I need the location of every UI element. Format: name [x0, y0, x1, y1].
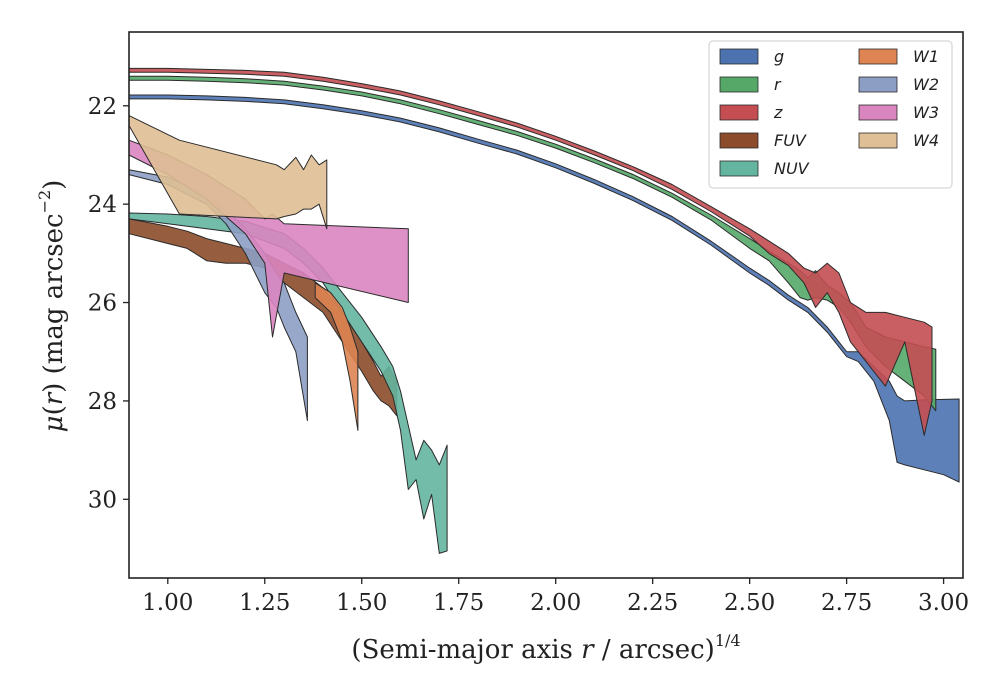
legend-swatch: [858, 132, 898, 149]
x-tick-label: 3.00: [918, 590, 969, 616]
legend-entry-w3: W3: [858, 103, 939, 122]
legend-swatch: [719, 104, 759, 121]
x-tick-label: 2.75: [821, 590, 872, 616]
y-axis-label: μ(r) (mag arcsec−2): [35, 180, 69, 433]
x-tick-label: 2.25: [627, 590, 678, 616]
legend-entry-w1: W1: [858, 47, 939, 66]
legend-swatch: [719, 132, 759, 149]
x-axis-label-unit: / arcsec): [594, 635, 715, 665]
legend-swatch: [719, 160, 759, 177]
band-r: [128, 75, 937, 412]
x-tick-label: 1.50: [336, 590, 387, 616]
band-z: [128, 67, 933, 436]
legend-entry-z: z: [719, 103, 783, 122]
legend-label: g: [774, 47, 784, 66]
legend-entry-nuv: NUV: [719, 159, 810, 178]
legend-entry-fuv: FUV: [719, 131, 807, 150]
y-axis-label-end: ): [39, 180, 69, 190]
x-axis-label-exponent: 1/4: [715, 631, 741, 650]
x-axis-label-variable: r: [581, 635, 595, 665]
legend-entry-r: r: [719, 75, 782, 94]
band-w4: [128, 115, 328, 230]
legend-entry-g: g: [719, 47, 784, 66]
y-axis-label-variable: r: [39, 391, 69, 405]
x-tick-label: 2.00: [530, 590, 581, 616]
legend-label: W2: [913, 75, 939, 94]
y-axis-label-close: ): [39, 383, 69, 393]
legend-label: W1: [913, 47, 939, 66]
legend-swatch: [858, 48, 898, 65]
legend-label: z: [773, 103, 783, 122]
legend-label: W3: [913, 103, 939, 122]
y-axis-label-unit: (mag arcsec: [39, 213, 69, 382]
y-axis-label-open: (: [39, 405, 69, 415]
y-axis-label-mu: μ: [39, 415, 69, 432]
legend-entry-w2: W2: [858, 75, 939, 94]
x-tick-label: 2.50: [724, 590, 775, 616]
y-tick-label: 26: [88, 291, 117, 317]
legend-label: W4: [913, 131, 939, 150]
legend-swatch: [719, 48, 759, 65]
y-tick-label: 28: [88, 389, 117, 415]
legend-swatch: [858, 104, 898, 121]
legend-label: FUV: [774, 131, 807, 150]
x-tick-label: 1.00: [142, 590, 193, 616]
legend-entry-w4: W4: [858, 131, 939, 150]
x-axis-label-prefix: (Semi-major axis: [351, 635, 581, 665]
legend-label: NUV: [774, 159, 810, 178]
x-axis-ticks: 1.00 1.25 1.50 1.75 2.00 2.25 2.50 2.75 3.00: [142, 578, 969, 616]
x-tick-label: 1.25: [239, 590, 290, 616]
series-bands: [128, 67, 960, 554]
y-tick-label: 30: [88, 487, 117, 513]
y-tick-label: 22: [88, 94, 117, 120]
legend-swatch: [719, 76, 759, 93]
legend-swatch: [858, 76, 898, 93]
x-tick-label: 1.75: [433, 590, 484, 616]
y-tick-label: 24: [88, 192, 117, 218]
band-g: [128, 94, 960, 483]
band-w1: [314, 282, 359, 431]
y-axis-ticks: 22 24 26 28 30: [88, 94, 129, 513]
x-axis-label: (Semi-major axis r / arcsec)1/4: [351, 631, 740, 665]
plot-frame: [128, 31, 964, 579]
y-axis-label-exponent: −2: [35, 190, 54, 214]
legend-label: r: [774, 75, 782, 94]
legend: grz FUV NUV W1 W2 W3 W4: [708, 40, 953, 189]
